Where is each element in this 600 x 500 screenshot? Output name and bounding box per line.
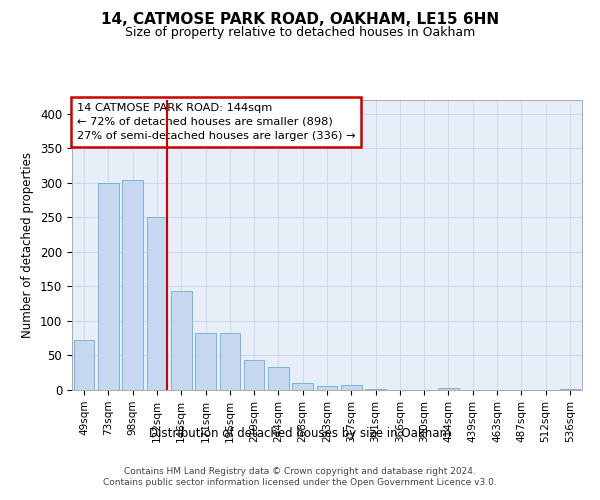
- Bar: [195, 334, 216, 390]
- Bar: [244, 360, 265, 390]
- Bar: [220, 334, 240, 390]
- Bar: [122, 180, 143, 390]
- Text: 14 CATMOSE PARK ROAD: 144sqm
← 72% of detached houses are smaller (898)
27% of s: 14 CATMOSE PARK ROAD: 144sqm ← 72% of de…: [77, 103, 356, 141]
- Text: Distribution of detached houses by size in Oakham: Distribution of detached houses by size …: [149, 428, 451, 440]
- Bar: [292, 383, 313, 390]
- Bar: [98, 183, 119, 390]
- Bar: [171, 292, 191, 390]
- Y-axis label: Number of detached properties: Number of detached properties: [22, 152, 34, 338]
- Bar: [146, 218, 167, 390]
- Text: Size of property relative to detached houses in Oakham: Size of property relative to detached ho…: [125, 26, 475, 39]
- Bar: [317, 386, 337, 390]
- Bar: [268, 367, 289, 390]
- Text: Contains HM Land Registry data © Crown copyright and database right 2024.
Contai: Contains HM Land Registry data © Crown c…: [103, 468, 497, 487]
- Bar: [438, 388, 459, 390]
- Text: 14, CATMOSE PARK ROAD, OAKHAM, LE15 6HN: 14, CATMOSE PARK ROAD, OAKHAM, LE15 6HN: [101, 12, 499, 28]
- Bar: [341, 385, 362, 390]
- Bar: [365, 388, 386, 390]
- Bar: [560, 388, 580, 390]
- Bar: [74, 340, 94, 390]
